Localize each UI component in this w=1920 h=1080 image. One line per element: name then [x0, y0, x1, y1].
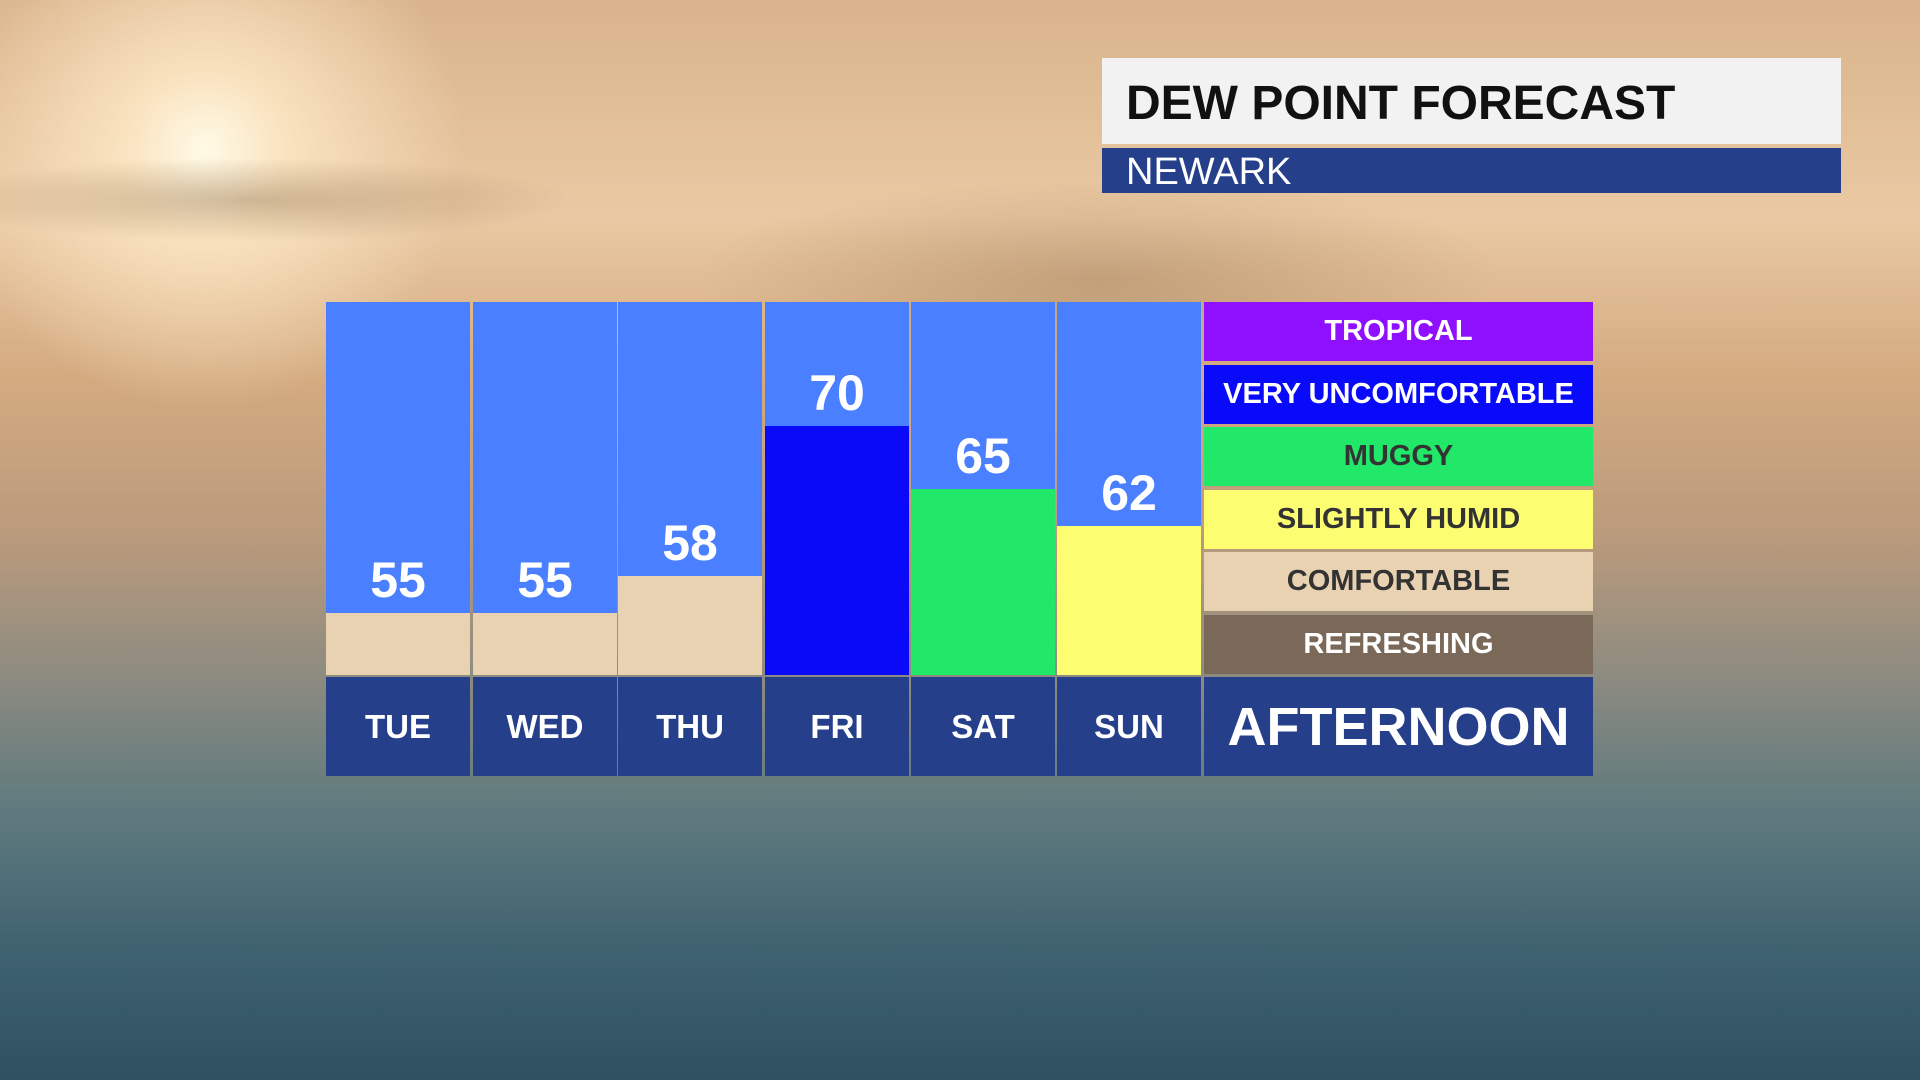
value-label: 62 — [1101, 464, 1157, 521]
value-label: 58 — [662, 514, 718, 571]
value-label: 65 — [955, 427, 1011, 484]
value-label: 70 — [809, 365, 865, 422]
bar — [473, 612, 617, 675]
bar — [326, 612, 470, 675]
value-label: 55 — [370, 551, 426, 608]
day-label: THU — [618, 677, 762, 776]
day-label: TUE — [326, 677, 470, 776]
bar-column: 65 — [911, 302, 1055, 675]
value-label: 55 — [517, 551, 573, 608]
bar-column: 70 — [765, 302, 909, 675]
bar — [1057, 525, 1201, 675]
bar — [618, 575, 762, 675]
location-bar: NEWARK — [1102, 148, 1841, 193]
bar-column: 58 — [618, 302, 762, 675]
chart-title: DEW POINT FORECAST — [1126, 77, 1676, 130]
bar-column: 62 — [1057, 302, 1201, 675]
legend-item: COMFORTABLE — [1204, 552, 1593, 611]
bar — [911, 488, 1055, 675]
title-box: DEW POINT FORECAST — [1102, 58, 1841, 144]
legend-item: VERY UNCOMFORTABLE — [1204, 364, 1593, 424]
day-label: SAT — [911, 677, 1055, 776]
bar-column: 55 — [473, 302, 617, 675]
period-label: AFTERNOON — [1204, 677, 1593, 776]
bar-column: 55 — [326, 302, 470, 675]
legend-item: SLIGHTLY HUMID — [1204, 489, 1593, 549]
legend-item: MUGGY — [1204, 427, 1593, 486]
day-label: SUN — [1057, 677, 1201, 776]
legend-item: REFRESHING — [1204, 614, 1593, 674]
bar — [765, 426, 909, 675]
day-label: FRI — [765, 677, 909, 776]
legend-item: TROPICAL — [1204, 302, 1593, 361]
location-label: NEWARK — [1126, 151, 1292, 193]
day-label: WED — [473, 677, 617, 776]
